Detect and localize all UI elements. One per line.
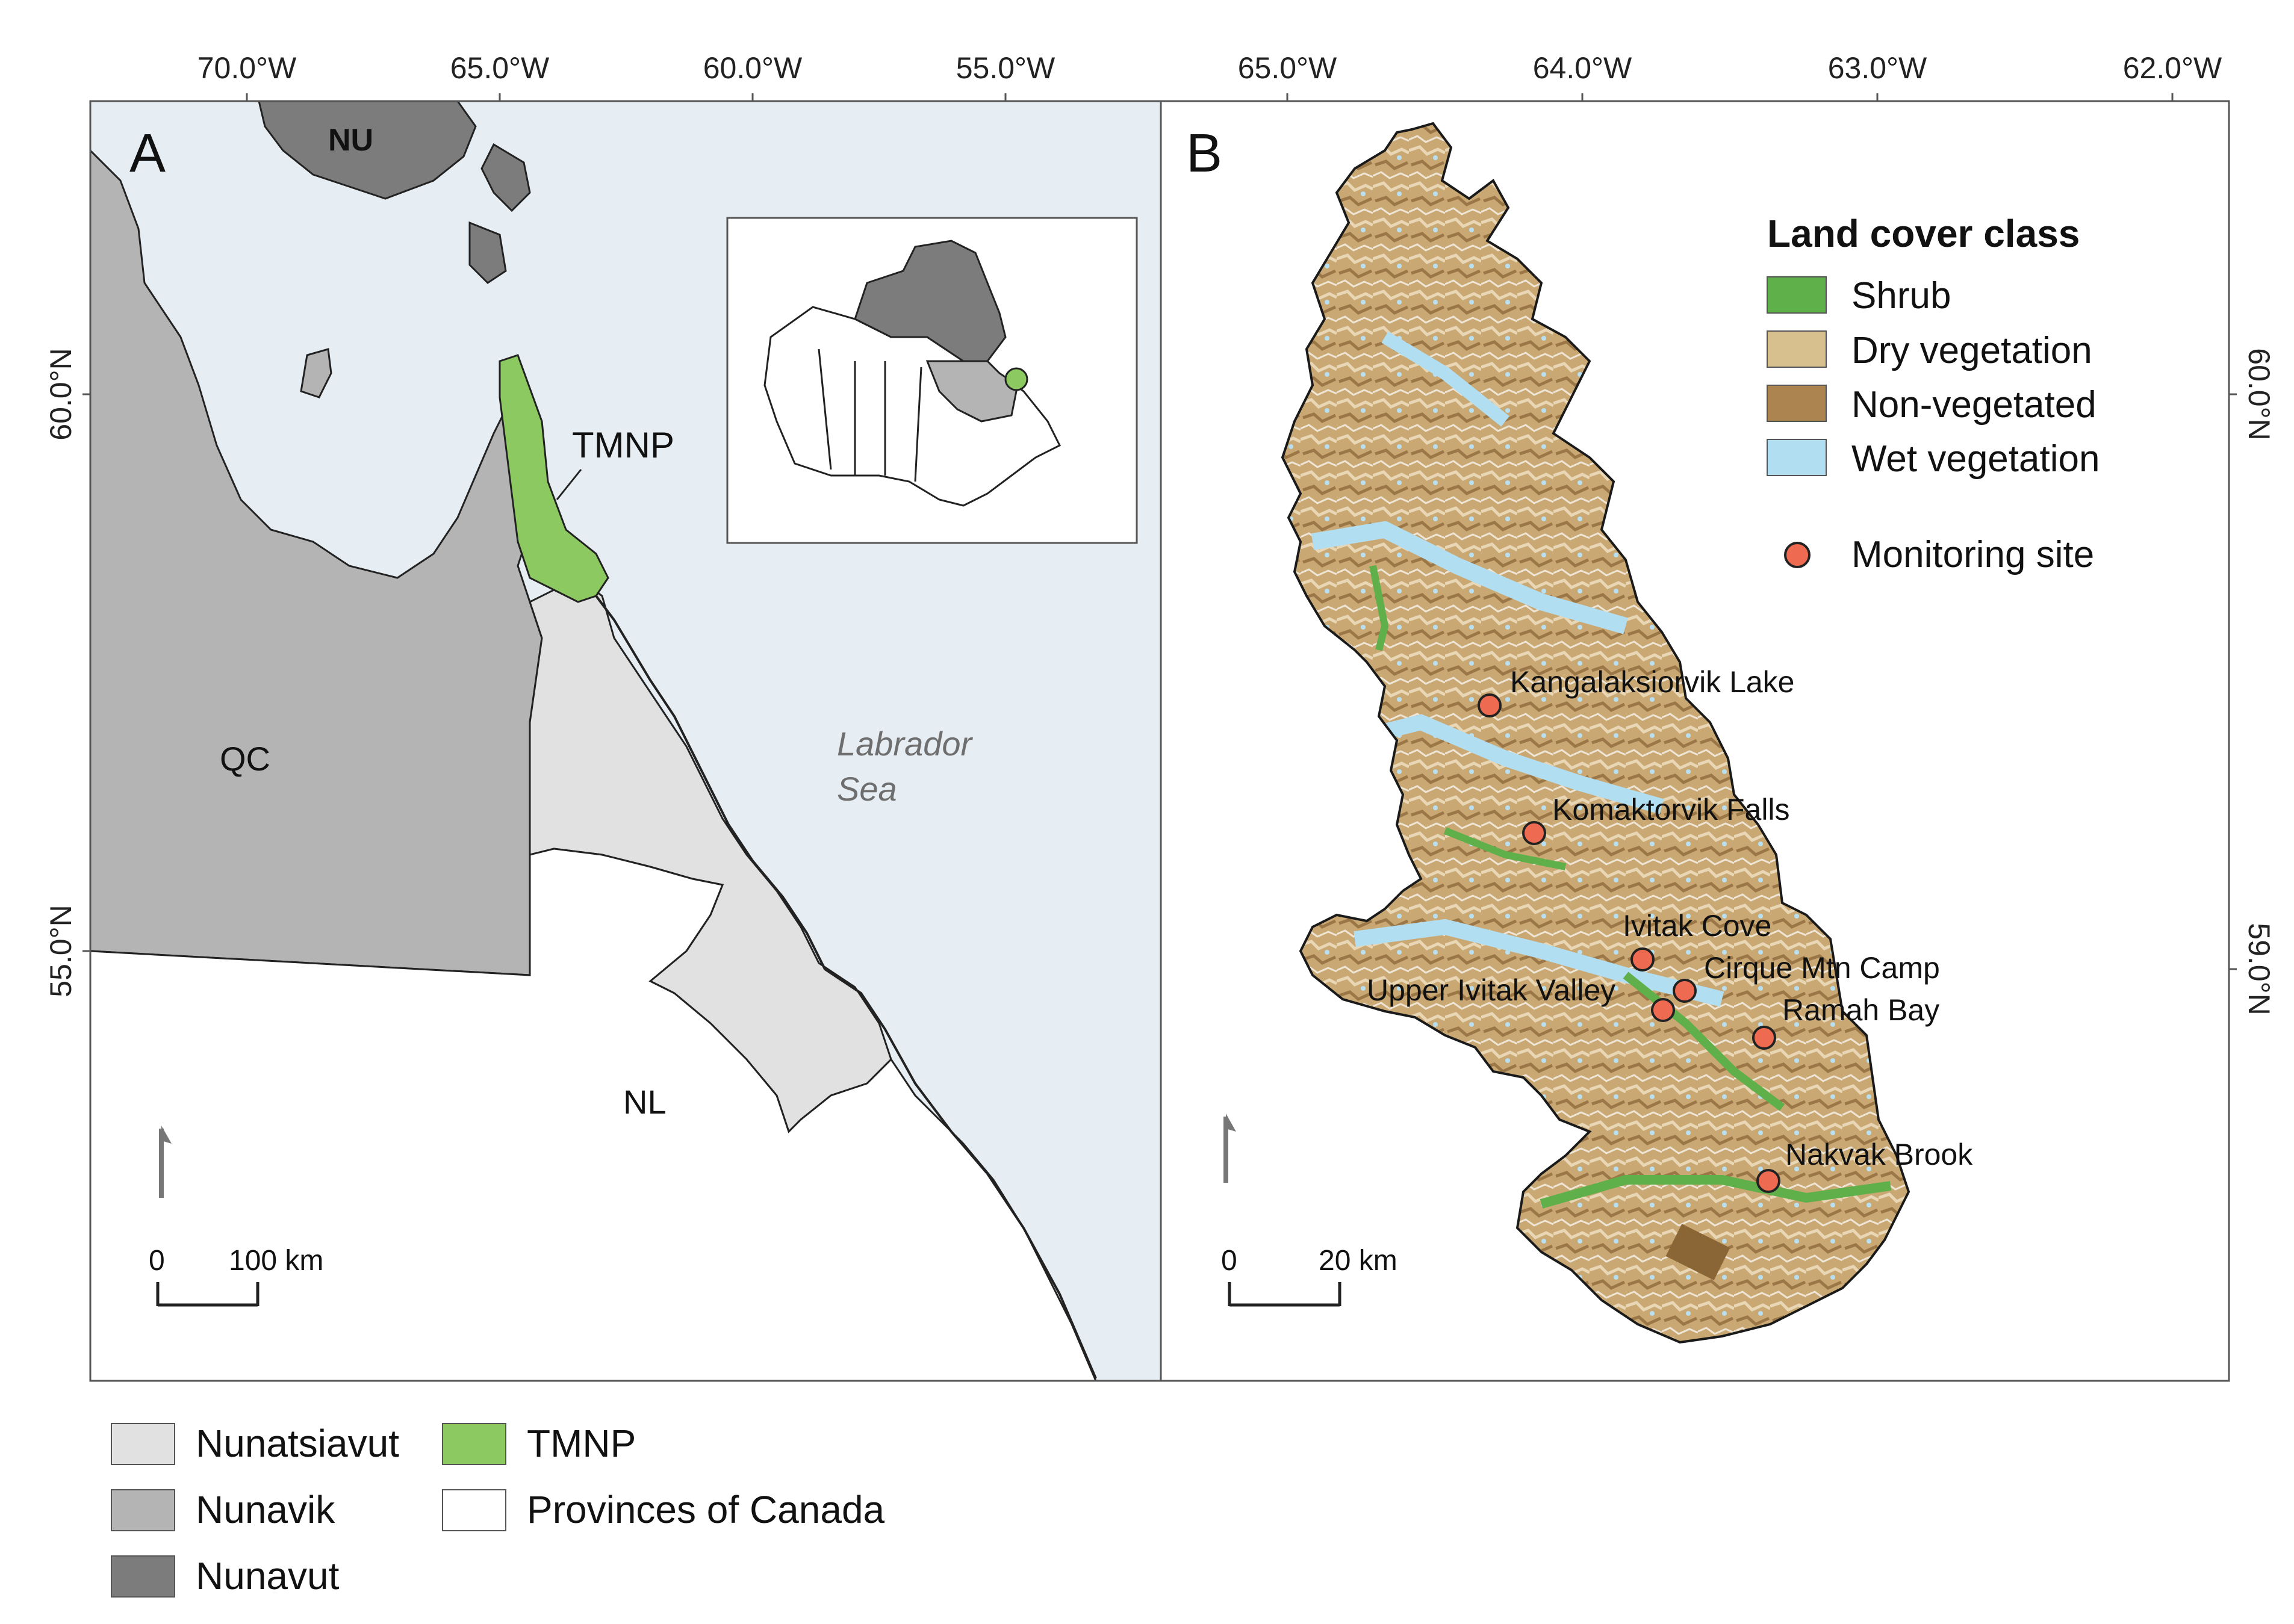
north-arrow-icon — [159, 1126, 172, 1198]
panel-b-map: 65.0°W 64.0°W 63.0°W 62.0°W 60.0°N 59.0°… — [1160, 51, 2276, 1382]
legend-label: Nunavik — [196, 1488, 335, 1531]
sea-label: Labrador — [837, 725, 974, 763]
region-label-nl: NL — [623, 1083, 667, 1121]
lon-tick-label: 64.0°W — [1533, 51, 1632, 85]
legend-label: Nunavut — [196, 1554, 340, 1598]
scale-label-length: 100 km — [229, 1245, 323, 1277]
legend-swatch-wet-vegetation — [1767, 439, 1827, 476]
legend-label: Non-vegetated — [1851, 384, 2097, 426]
shrub-valley — [1369, 565, 1389, 651]
region-label-tmnp: TMNP — [572, 425, 674, 465]
legend-title: Land cover class — [1767, 212, 2080, 255]
legend-label: Provinces of Canada — [527, 1488, 885, 1531]
land-cover-legend: Land cover class Shrub Dry vegetation No… — [1767, 212, 2100, 575]
legend-swatch-nunavut — [111, 1555, 175, 1598]
sea-label: Sea — [837, 770, 897, 808]
legend-label: Dry vegetation — [1851, 330, 2092, 371]
legend-label: TMNP — [527, 1422, 636, 1465]
site-label: Kangalaksiorvik Lake — [1510, 665, 1795, 699]
nunavut-island — [480, 143, 531, 212]
lat-tick-label: 60.0°N — [2242, 348, 2276, 440]
legend-swatch-nunavik — [111, 1489, 175, 1531]
region-label-qc: QC — [220, 740, 270, 778]
lat-tick-label: 55.0°N — [44, 905, 78, 997]
site-marker — [1651, 998, 1675, 1022]
scale-label-zero: 0 — [1221, 1245, 1237, 1277]
site-label: Ramah Bay — [1782, 993, 1939, 1027]
lon-tick-label: 55.0°W — [956, 51, 1055, 85]
scale-label-length: 20 km — [1319, 1245, 1397, 1277]
site-label: Upper Ivitak Valley — [1367, 973, 1615, 1007]
region-legend: Nunatsiavut Nunavik Nunavut TMNP Provinc… — [111, 1422, 885, 1598]
panel-a-ticks — [82, 93, 1007, 952]
lon-tick-label: 65.0°W — [450, 51, 550, 85]
wet-vegetation-valley — [1381, 331, 1509, 427]
lat-tick-label: 59.0°N — [2242, 923, 2276, 1015]
nunavut-island — [468, 221, 507, 284]
legend-label: Nunatsiavut — [196, 1422, 399, 1465]
tmnp-region — [499, 354, 609, 603]
panel-a-map: 70.0°W 65.0°W 60.0°W 55.0°W 60.0°N 55.0°… — [44, 51, 1162, 1382]
monitoring-sites: Kangalaksiorvik Lake Komaktorvik Falls I… — [1367, 665, 1973, 1193]
site-marker — [1752, 1026, 1776, 1050]
lon-tick-label: 70.0°W — [197, 51, 297, 85]
nunavut-region — [258, 101, 477, 200]
shrub-valley — [1443, 827, 1567, 870]
lon-tick-label: 62.0°W — [2123, 51, 2222, 85]
scale-label-zero: 0 — [149, 1245, 165, 1277]
legend-swatch-non-vegetated — [1767, 385, 1827, 422]
scale-bar — [156, 1282, 260, 1307]
shrub-valley — [1540, 1175, 1892, 1209]
inset-location-marker — [1004, 367, 1028, 391]
shrub-valley — [1623, 972, 1785, 1111]
panel-letter: B — [1186, 123, 1222, 184]
site-label: Ivitak Cove — [1623, 909, 1771, 943]
site-label: Cirque Mtn Camp — [1704, 951, 1940, 985]
coastline-detail — [595, 595, 1097, 1379]
site-marker — [1630, 947, 1655, 972]
panel-letter: A — [129, 123, 166, 184]
scale-bar — [1228, 1282, 1341, 1307]
inset-map — [726, 217, 1138, 544]
lat-tick-label: 60.0°N — [44, 348, 78, 440]
north-arrow-icon — [1223, 1114, 1236, 1183]
legend-swatch-nunatsiavut — [111, 1423, 175, 1465]
wet-vegetation-valley — [1311, 521, 1628, 634]
legend-swatch-dry-vegetation — [1767, 330, 1827, 368]
legend-site-marker — [1784, 542, 1811, 568]
legend-label: Monitoring site — [1851, 534, 2094, 575]
lake — [300, 348, 332, 398]
legend-label: Shrub — [1851, 275, 1951, 317]
region-label-nu: NU — [328, 123, 373, 158]
legend-swatch-shrub — [1767, 276, 1827, 314]
legend-swatch-provinces — [442, 1489, 506, 1531]
tmnp-leader-line — [556, 469, 582, 500]
lon-tick-label: 60.0°W — [703, 51, 803, 85]
site-marker — [1756, 1169, 1780, 1193]
site-marker — [1522, 821, 1546, 845]
panel-b-frame — [1160, 100, 2230, 1382]
non-vegetated-area — [1665, 1224, 1730, 1280]
site-marker — [1478, 693, 1502, 717]
site-label: Komaktorvik Falls — [1552, 793, 1790, 826]
legend-swatch-tmnp — [442, 1423, 506, 1465]
wet-vegetation-valley — [1354, 919, 1724, 1007]
legend-label: Wet vegetation — [1851, 438, 2100, 480]
site-marker — [1673, 979, 1697, 1003]
panel-b-ticks — [1286, 93, 2237, 970]
lon-tick-label: 63.0°W — [1828, 51, 1927, 85]
lon-tick-label: 65.0°W — [1238, 51, 1337, 85]
site-label: Nakvak Brook — [1785, 1138, 1973, 1171]
